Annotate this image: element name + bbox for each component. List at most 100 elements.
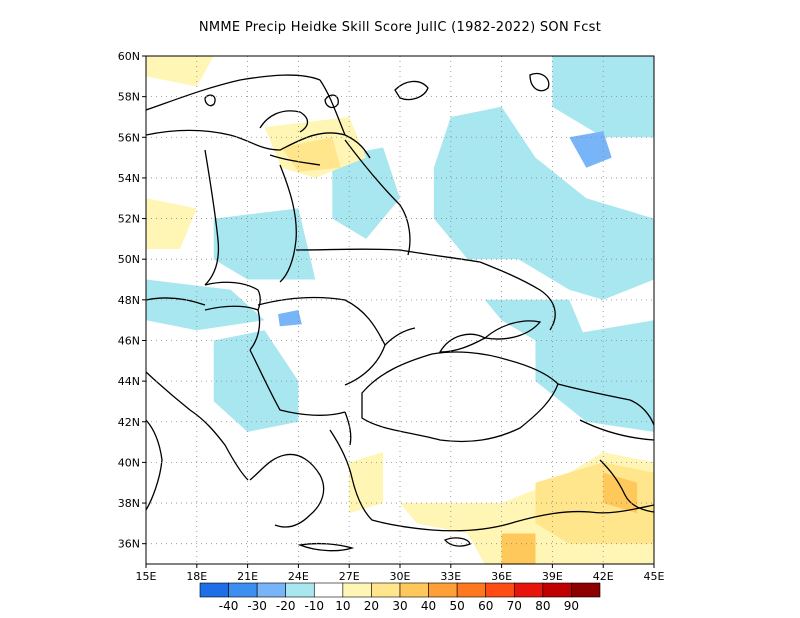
lat-tick-label: 36N	[118, 538, 140, 551]
colorbar-label: 90	[564, 599, 579, 613]
finland-coast	[146, 74, 321, 111]
coastlines-and-borders	[146, 72, 654, 552]
border-serbia-bulgaria	[249, 349, 346, 416]
lat-tick-label: 58N	[118, 91, 140, 104]
colorbar-label: -20	[276, 599, 296, 613]
lat-tick-label: 46N	[118, 334, 140, 347]
colorbar-label: 80	[535, 599, 550, 613]
negative-skill-austria	[146, 279, 265, 331]
border-romania	[257, 296, 386, 386]
lon-tick-label: 42E	[593, 570, 614, 583]
colorbar-swatch	[513, 582, 544, 598]
colorbar-swatch	[456, 582, 487, 598]
positive-skill-germany	[146, 198, 197, 249]
lat-tick-label: 60N	[118, 50, 140, 63]
border-caucasus	[557, 383, 654, 426]
colorbar-swatch	[371, 582, 401, 598]
border-austria	[146, 297, 206, 306]
lon-tick-label: 18E	[186, 570, 207, 583]
lon-tick-label: 30E	[390, 570, 411, 583]
turkey-south-border	[514, 504, 654, 523]
lat-tick-label: 48N	[118, 294, 140, 307]
colorbar-swatch	[399, 582, 429, 598]
colorbar-swatch	[285, 582, 315, 598]
cyprus-island	[443, 537, 471, 547]
lon-tick-label: 33E	[440, 570, 461, 583]
lon-tick-label: 36E	[491, 570, 512, 583]
positive-skill-turkey	[349, 452, 384, 514]
positive-skill-northwest	[146, 56, 214, 87]
colorbar-label: -10	[304, 599, 324, 613]
negative-skill-baltic-east	[433, 106, 654, 300]
border-georgia	[579, 419, 654, 441]
lon-tick-label: 39E	[542, 570, 563, 583]
black-sea-outline	[361, 351, 559, 443]
colorbar-swatch	[571, 582, 601, 598]
lat-tick-label: 42N	[118, 416, 140, 429]
azov-sea-outline	[483, 320, 542, 340]
border-estonia-russia	[319, 79, 346, 136]
lat-tick-label: 44N	[118, 375, 140, 388]
positive-skill-syria	[501, 533, 536, 564]
border-moldova	[384, 327, 416, 346]
lat-tick-label: 54N	[118, 172, 140, 185]
axis-ticks: 15E 18E 21E 24E 27E 30E 33E 36E 39E 42E 45E 36N 38N 4…	[118, 50, 665, 583]
border-poland-belarus	[279, 164, 297, 283]
border-turkey-east	[599, 459, 654, 513]
adriatic-coast	[146, 371, 249, 481]
negative-skill-poland	[213, 208, 316, 280]
colorbar-swatch	[256, 582, 287, 598]
lon-tick-label: 27E	[339, 570, 360, 583]
lat-tick-label: 50N	[118, 253, 140, 266]
colorbar: -40 -30 -20 -10 10 20 30 40 50 60 70 80 90	[199, 582, 601, 613]
skill-regions	[146, 56, 654, 564]
border-poland-germany	[204, 149, 220, 286]
gulf-of-riga	[259, 110, 309, 133]
lon-tick-label: 21E	[237, 570, 258, 583]
negative-skill-hungary-core	[278, 310, 302, 327]
baltic-coast	[146, 129, 371, 159]
lat-tick-label: 40N	[118, 456, 140, 469]
border-czech-slovakia	[204, 281, 261, 311]
colorbar-label: 60	[478, 599, 493, 613]
colorbar-swatch	[228, 582, 258, 598]
negative-skill-caucasus	[535, 320, 654, 432]
lake-ladoga	[394, 80, 429, 101]
italy-coast	[146, 419, 163, 511]
map-title: NMME Precip Heidke Skill Score JulIC (19…	[198, 20, 602, 35]
lon-tick-label: 15E	[136, 570, 157, 583]
colorbar-label: 50	[450, 599, 465, 613]
lake-peipus	[324, 94, 339, 109]
greece-coast	[249, 453, 325, 528]
colorbar-swatch	[485, 582, 515, 598]
border-belarus-russia	[344, 139, 411, 256]
negative-skill-russia-core	[569, 131, 612, 168]
colorbar-label: 20	[364, 599, 379, 613]
colorbar-swatch	[199, 582, 229, 598]
border-ukraine-russia	[479, 261, 556, 331]
colorbar-label: -30	[247, 599, 267, 613]
colorbar-label: 40	[421, 599, 436, 613]
colorbar-swatch	[342, 582, 372, 598]
colorbar-label: -40	[219, 599, 239, 613]
aegean-turkey-coast	[329, 429, 516, 532]
colorbar-swatch	[313, 582, 344, 598]
negative-skill-ukraine-south	[484, 299, 587, 341]
colorbar-label: 30	[392, 599, 407, 613]
gotland-island	[204, 94, 216, 107]
positive-skill-latvia-core	[281, 137, 341, 172]
lat-tick-label: 38N	[118, 497, 140, 510]
colorbar-swatch	[428, 582, 458, 598]
border-ukraine-north	[295, 248, 481, 263]
lon-tick-label: 45E	[644, 570, 665, 583]
colorbar-label: 10	[335, 599, 350, 613]
lon-tick-label: 24E	[288, 570, 309, 583]
border-lithuania	[269, 154, 321, 166]
lake-onega	[529, 72, 550, 92]
border-bulgaria-turkey	[344, 411, 352, 446]
colorbar-swatch	[542, 582, 572, 598]
lat-tick-label: 52N	[118, 213, 140, 226]
colorbar-label: 70	[507, 599, 522, 613]
lat-tick-label: 56N	[118, 131, 140, 144]
